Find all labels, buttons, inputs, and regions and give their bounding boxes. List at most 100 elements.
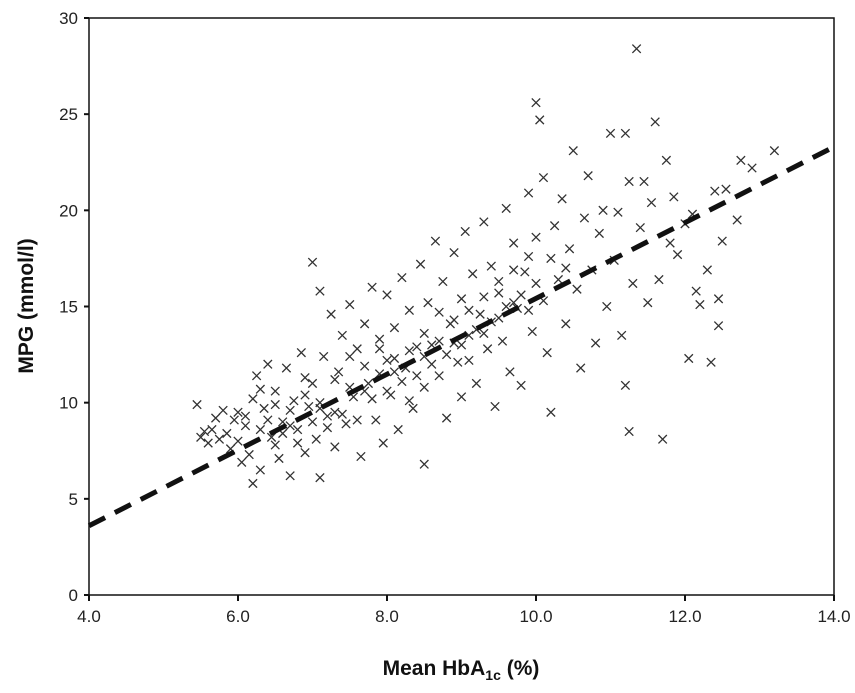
data-point	[337, 330, 347, 341]
data-point	[307, 378, 318, 389]
data-point	[684, 353, 694, 364]
data-point	[546, 253, 556, 264]
data-point	[259, 403, 269, 414]
data-point	[468, 269, 478, 279]
data-point	[352, 344, 362, 354]
data-point	[240, 411, 251, 421]
data-point	[292, 424, 303, 435]
data-point	[624, 426, 634, 437]
data-point	[494, 288, 504, 298]
data-point	[255, 465, 266, 475]
regression-line	[87, 144, 836, 528]
x-axis-title-suffix: (%)	[501, 657, 540, 680]
data-point	[315, 473, 325, 483]
data-point	[594, 228, 604, 239]
data-point	[419, 328, 429, 339]
data-point	[527, 326, 537, 337]
data-point	[248, 478, 258, 489]
data-point	[769, 146, 780, 156]
data-point	[233, 436, 243, 446]
data-point	[207, 424, 217, 435]
data-point	[393, 424, 403, 435]
data-point	[237, 457, 247, 467]
data-point	[713, 294, 724, 304]
data-point	[319, 351, 329, 362]
data-point	[486, 261, 496, 271]
data-point	[549, 221, 560, 231]
data-point	[397, 272, 407, 283]
data-point	[464, 355, 474, 366]
data-point	[449, 315, 459, 325]
data-point	[535, 115, 545, 125]
data-point	[713, 321, 724, 331]
data-point	[378, 438, 388, 448]
data-point	[263, 415, 273, 425]
data-point	[374, 344, 385, 354]
data-point	[382, 290, 392, 300]
data-point	[415, 259, 426, 269]
y-tick-label: 15	[59, 298, 78, 317]
data-point	[643, 297, 653, 308]
data-point	[464, 305, 474, 316]
data-point	[628, 278, 638, 289]
data-point	[300, 373, 310, 383]
y-tick-label: 5	[69, 490, 78, 509]
data-point	[430, 236, 441, 246]
data-point	[568, 146, 578, 156]
data-point	[553, 274, 564, 285]
data-point	[505, 367, 515, 377]
data-point	[285, 471, 295, 481]
y-tick-label: 30	[59, 9, 78, 28]
data-point	[371, 415, 381, 425]
data-point	[274, 453, 284, 464]
data-point	[639, 176, 649, 187]
data-point	[322, 423, 333, 433]
data-point	[285, 421, 295, 431]
data-point	[631, 44, 642, 54]
data-point	[218, 405, 228, 416]
data-point	[382, 355, 392, 366]
data-point	[456, 392, 467, 402]
data-point	[289, 396, 299, 406]
data-point	[229, 415, 239, 425]
data-point	[672, 249, 683, 260]
data-point	[389, 367, 400, 377]
data-point	[508, 297, 519, 308]
data-point	[561, 263, 571, 273]
data-point	[304, 401, 314, 412]
data-point	[531, 278, 541, 289]
data-point	[538, 172, 549, 183]
x-tick-label: 14.0	[817, 607, 850, 626]
data-point	[501, 301, 511, 312]
data-point	[508, 265, 519, 275]
data-point	[438, 276, 448, 287]
data-point	[266, 432, 277, 442]
data-point	[441, 413, 452, 423]
data-point	[590, 338, 601, 348]
data-point	[706, 357, 716, 367]
data-point	[307, 417, 318, 427]
data-point	[281, 363, 292, 373]
data-point	[523, 251, 534, 262]
data-point	[546, 407, 556, 417]
data-point	[460, 226, 470, 237]
x-tick-label: 6.0	[226, 607, 250, 626]
data-point	[635, 222, 645, 233]
data-point	[456, 340, 467, 350]
data-point	[516, 380, 526, 391]
data-point	[516, 290, 526, 300]
data-point	[419, 382, 429, 392]
data-point	[270, 399, 280, 410]
data-point	[307, 257, 318, 267]
data-point	[292, 438, 303, 448]
data-point	[441, 349, 452, 360]
data-point	[523, 305, 534, 316]
data-point	[479, 328, 489, 339]
data-point	[479, 292, 489, 302]
data-point	[695, 299, 705, 310]
data-point	[210, 413, 221, 423]
data-point	[456, 294, 467, 304]
data-point	[453, 357, 463, 367]
data-point	[251, 371, 262, 381]
data-point	[624, 176, 634, 187]
